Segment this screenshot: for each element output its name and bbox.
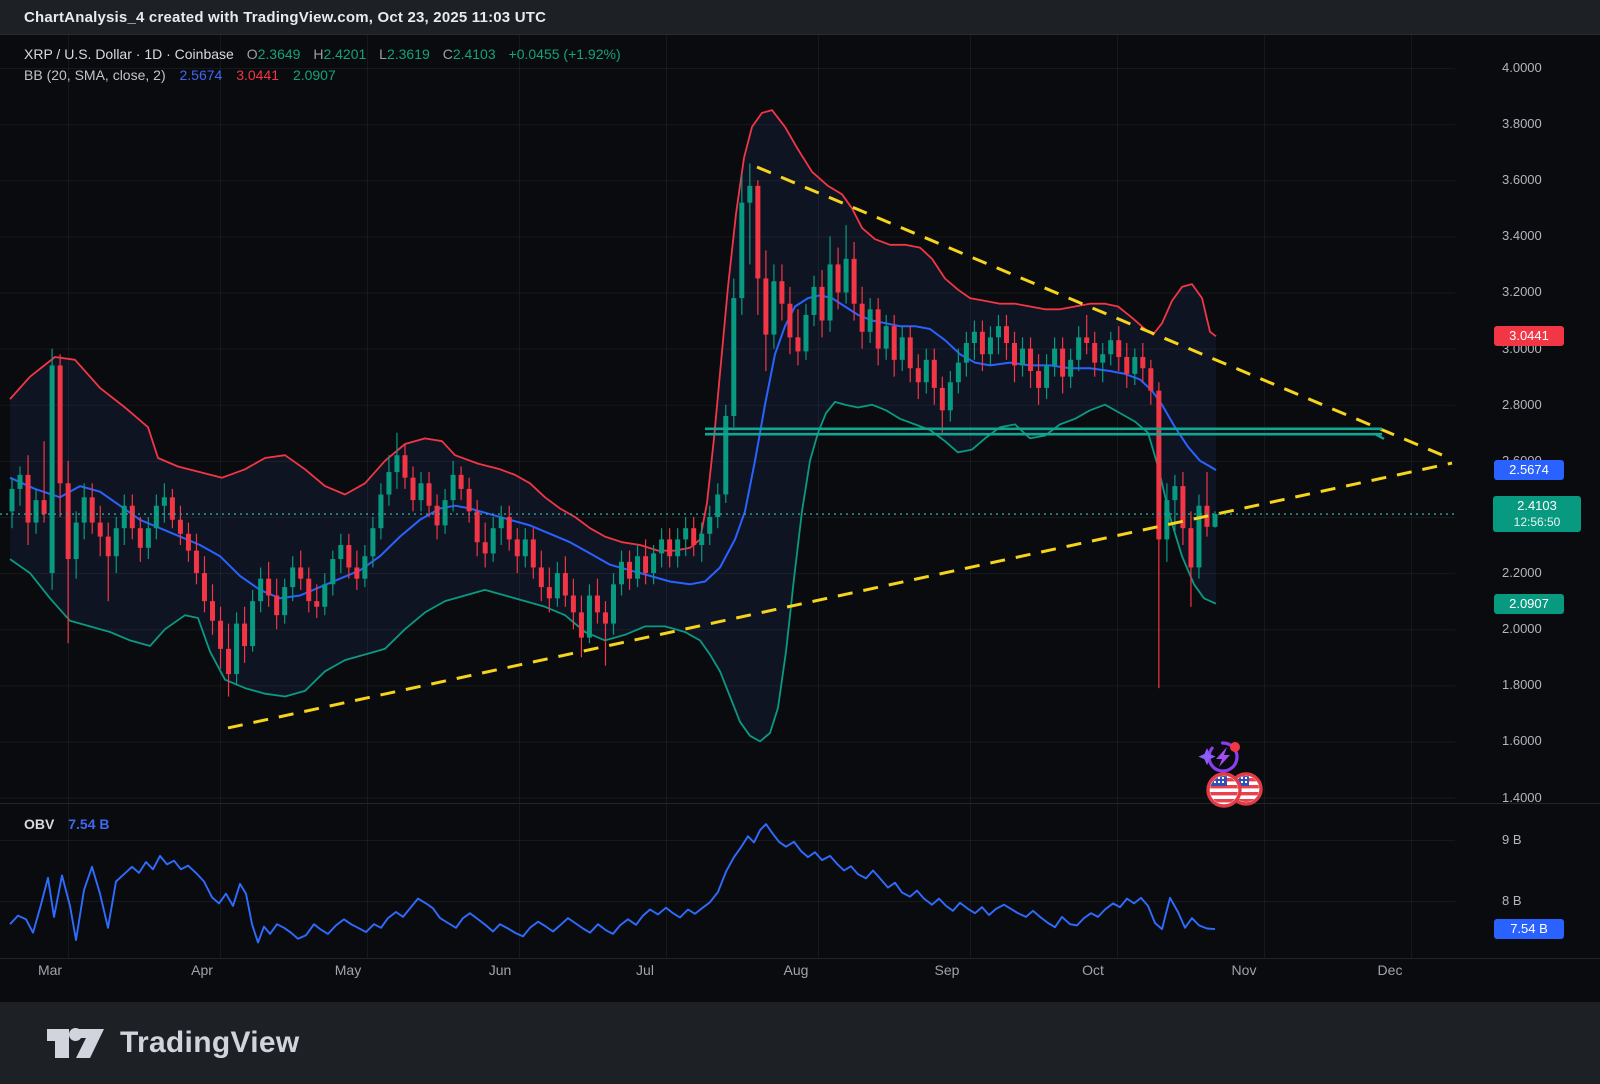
symbol-title: XRP / U.S. Dollar · 1D · Coinbase bbox=[24, 46, 234, 62]
tradingview-brand-text: TradingView bbox=[120, 1026, 300, 1059]
candlesticks[interactable] bbox=[9, 163, 1218, 697]
time-axis-label-aug: Aug bbox=[783, 962, 809, 978]
time-axis-label-nov: Nov bbox=[1231, 962, 1257, 978]
price-axis-label: 3.8000 bbox=[1502, 116, 1542, 132]
bollinger-upper-band-line[interactable] bbox=[9, 109, 1217, 552]
price-axis-label: 1.4000 bbox=[1502, 789, 1542, 805]
bb-basis-value: 2.5674 bbox=[179, 67, 223, 83]
ohlc-open-value: 2.3649 bbox=[257, 46, 301, 62]
descending-trendline[interactable] bbox=[756, 165, 1453, 461]
current-price-badge: 2.4103 12:56:50 bbox=[1493, 496, 1581, 533]
footer-bar: TradingView bbox=[0, 1002, 1600, 1084]
ai-cycle-emoji[interactable] bbox=[1198, 738, 1242, 777]
page-title: ChartAnalysis_4 created with TradingView… bbox=[24, 8, 547, 26]
price-axis-label: 1.6000 bbox=[1502, 733, 1542, 749]
time-axis-label-jul: Jul bbox=[636, 962, 654, 978]
obv-label: OBV bbox=[24, 816, 55, 832]
price-change: +0.0455 (+1.92%) bbox=[508, 46, 621, 62]
symbol-legend-row[interactable]: XRP / U.S. Dollar · 1D · Coinbase O2.364… bbox=[24, 44, 621, 65]
resistance-line-hook bbox=[1375, 433, 1385, 440]
bb-basis-badge: 2.5674 bbox=[1494, 459, 1564, 480]
obv-axis-label: 8 B bbox=[1502, 893, 1522, 908]
us-flag-coins-emoji[interactable] bbox=[1206, 772, 1263, 808]
time-axis-label-mar: Mar bbox=[37, 962, 63, 978]
price-axis-label: 3.6000 bbox=[1502, 172, 1542, 188]
time-axis-label-apr: Apr bbox=[191, 962, 213, 978]
obv-indicator-legend-row[interactable]: OBV 7.54 B bbox=[24, 816, 109, 832]
price-axis-label: 2.0000 bbox=[1502, 621, 1542, 637]
bb-lower-badge: 2.0907 bbox=[1494, 593, 1564, 614]
time-axis-label-oct: Oct bbox=[1082, 962, 1104, 978]
ohlc-close-value: 2.4103 bbox=[452, 46, 496, 62]
bollinger-lower-band-line[interactable] bbox=[9, 400, 1217, 743]
ohlc-high-label: H bbox=[313, 46, 324, 62]
bb-upper-value: 3.0441 bbox=[236, 67, 280, 83]
tradingview-logo[interactable]: TradingView bbox=[46, 1022, 299, 1064]
ohlc-high-value: 2.4201 bbox=[323, 46, 367, 62]
time-axis-label-may: May bbox=[334, 962, 362, 978]
ohlc-low-label: L bbox=[379, 46, 387, 62]
bb-lower-value: 2.0907 bbox=[292, 67, 336, 83]
ohlc-low-value: 2.3619 bbox=[386, 46, 430, 62]
time-axis-label-dec: Dec bbox=[1377, 962, 1403, 978]
price-axis-label: 1.8000 bbox=[1502, 677, 1542, 693]
price-axis-label: 3.2000 bbox=[1502, 284, 1542, 300]
main-chart-legend[interactable]: XRP / U.S. Dollar · 1D · Coinbase O2.364… bbox=[24, 44, 621, 86]
obv-line[interactable] bbox=[9, 823, 1216, 944]
price-axis-label: 2.8000 bbox=[1502, 396, 1542, 412]
bollinger-band-fill bbox=[10, 110, 1216, 742]
bb-indicator-label: BB (20, SMA, close, 2) bbox=[24, 67, 166, 83]
price-axis-label: 4.0000 bbox=[1502, 60, 1542, 75]
time-axis-label-jun: Jun bbox=[488, 962, 512, 978]
obv-value-badge: 7.54 B bbox=[1494, 919, 1564, 940]
header-bar: ChartAnalysis_4 created with TradingView… bbox=[0, 0, 1600, 35]
bb-indicator-legend-row[interactable]: BB (20, SMA, close, 2) 2.5674 3.0441 2.0… bbox=[24, 65, 621, 86]
ohlc-open-label: O bbox=[246, 46, 258, 62]
time-axis-label-sep: Sep bbox=[934, 962, 960, 978]
obv-axis-label: 9 B bbox=[1502, 832, 1522, 847]
tradingview-logo-icon bbox=[47, 1028, 104, 1058]
bb-upper-badge: 3.0441 bbox=[1494, 326, 1564, 347]
ohlc-close-label: C bbox=[442, 46, 453, 62]
countdown-timer: 12:56:50 bbox=[1513, 515, 1561, 530]
price-axis-label: 2.2000 bbox=[1502, 565, 1542, 581]
obv-value: 7.54 B bbox=[68, 816, 110, 832]
price-axis-label: 3.4000 bbox=[1502, 228, 1542, 244]
ascending-trendline[interactable] bbox=[227, 461, 1453, 730]
